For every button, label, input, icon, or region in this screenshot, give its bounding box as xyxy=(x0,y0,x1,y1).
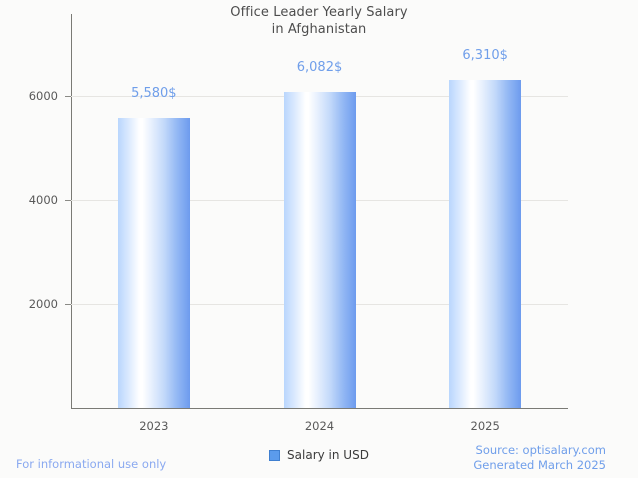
chart-title-line2: in Afghanistan xyxy=(271,22,367,37)
y-axis-line xyxy=(71,14,72,409)
footer-disclaimer: For informational use only xyxy=(16,457,167,471)
x-axis-label-2025: 2025 xyxy=(470,419,500,433)
chart-legend: Salary in USD xyxy=(0,446,638,464)
y-axis-tick-label: 6000 xyxy=(28,89,58,103)
legend-item-salary-in-usd[interactable]: Salary in USD xyxy=(265,446,373,464)
legend-item-label: Salary in USD xyxy=(287,448,369,462)
x-axis-label-2023: 2023 xyxy=(139,419,169,433)
bar-2025[interactable] xyxy=(449,79,522,408)
y-axis-tick-label: 4000 xyxy=(28,193,58,207)
footer-source: Source: optisalary.com xyxy=(475,443,606,457)
y-axis-tick-mark xyxy=(65,96,71,97)
chart-title: Office Leader Yearly Salary in Afghanist… xyxy=(0,4,638,38)
y-axis-tick-mark xyxy=(65,200,71,201)
legend-swatch-icon xyxy=(269,449,281,461)
x-axis-label-2024: 2024 xyxy=(304,419,335,433)
footer-source-block: Source: optisalary.com Generated March 2… xyxy=(473,443,606,473)
bar-2024[interactable] xyxy=(283,91,356,408)
chart-title-line1: Office Leader Yearly Salary xyxy=(230,5,408,20)
y-axis-tick-label: 2000 xyxy=(28,297,58,311)
bar-value-label-2025: 6,310$ xyxy=(462,47,508,63)
bar-value-label-2024: 6,082$ xyxy=(296,59,343,75)
bar-2023[interactable] xyxy=(117,117,190,408)
x-axis-line xyxy=(71,408,568,409)
footer-generated: Generated March 2025 xyxy=(473,458,606,472)
y-axis-tick-mark xyxy=(65,304,71,305)
bar-value-label-2023: 5,580$ xyxy=(131,85,177,101)
